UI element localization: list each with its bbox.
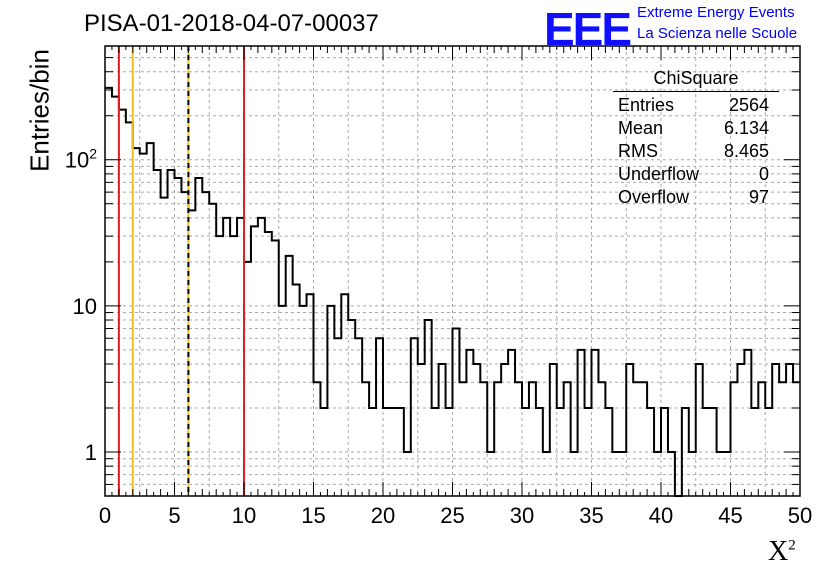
stats-row-overflow: Overflow 97 xyxy=(613,186,779,209)
x-tick-label: 40 xyxy=(649,503,673,528)
stats-value: 2564 xyxy=(728,95,769,115)
stats-row-entries: Entries 2564 xyxy=(613,94,779,117)
x-tick-label: 20 xyxy=(371,503,395,528)
stats-row-underflow: Underflow 0 xyxy=(613,163,779,186)
stats-value: 97 xyxy=(748,187,769,207)
x-tick-label: 50 xyxy=(788,503,812,528)
stats-box: ChiSquare Entries 2564 Mean 6.134 RMS 8.… xyxy=(613,68,779,209)
x-tick-label: 35 xyxy=(579,503,603,528)
stats-label: Underflow xyxy=(618,164,700,184)
stats-label: Mean xyxy=(618,118,664,138)
y-tick-label: 102 xyxy=(65,146,97,173)
x-tick-label: 5 xyxy=(168,503,180,528)
x-tick-label: 25 xyxy=(440,503,464,528)
y-tick-label: 1 xyxy=(85,440,97,465)
logo-line-1: Extreme Energy Events xyxy=(637,4,795,21)
x-tick-label: 45 xyxy=(718,503,742,528)
x-axis-label: X2 xyxy=(768,536,796,567)
y-tick-label: 10 xyxy=(73,294,97,319)
x-tick-label: 0 xyxy=(99,503,111,528)
stats-title: ChiSquare xyxy=(613,68,779,92)
stats-label: Overflow xyxy=(618,187,690,207)
x-tick-label: 10 xyxy=(232,503,256,528)
x-tick-label: 15 xyxy=(301,503,325,528)
x-tick-label: 30 xyxy=(510,503,534,528)
stats-label: RMS xyxy=(618,141,658,161)
stats-label: Entries xyxy=(618,95,675,115)
chart-title: PISA-01-2018-04-07-00037 xyxy=(84,10,379,37)
stats-value: 8.465 xyxy=(723,141,769,161)
stats-row-rms: RMS 8.465 xyxy=(613,140,779,163)
stats-value: 6.134 xyxy=(723,118,769,138)
stats-value: 0 xyxy=(758,164,769,184)
stats-row-mean: Mean 6.134 xyxy=(613,117,779,140)
logo-line-2: La Scienza nelle Scuole xyxy=(637,25,798,42)
